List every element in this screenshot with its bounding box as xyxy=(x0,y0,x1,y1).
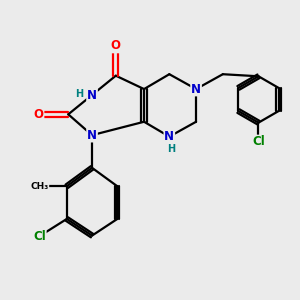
Text: N: N xyxy=(164,130,174,143)
Text: O: O xyxy=(34,108,44,121)
Text: N: N xyxy=(87,88,97,101)
Text: CH₃: CH₃ xyxy=(30,182,49,191)
Text: H: H xyxy=(76,88,84,98)
Text: N: N xyxy=(87,129,97,142)
Text: Cl: Cl xyxy=(252,136,265,148)
Text: Cl: Cl xyxy=(33,230,46,243)
Text: O: O xyxy=(111,40,121,52)
Text: H: H xyxy=(167,144,175,154)
Text: N: N xyxy=(191,82,201,96)
